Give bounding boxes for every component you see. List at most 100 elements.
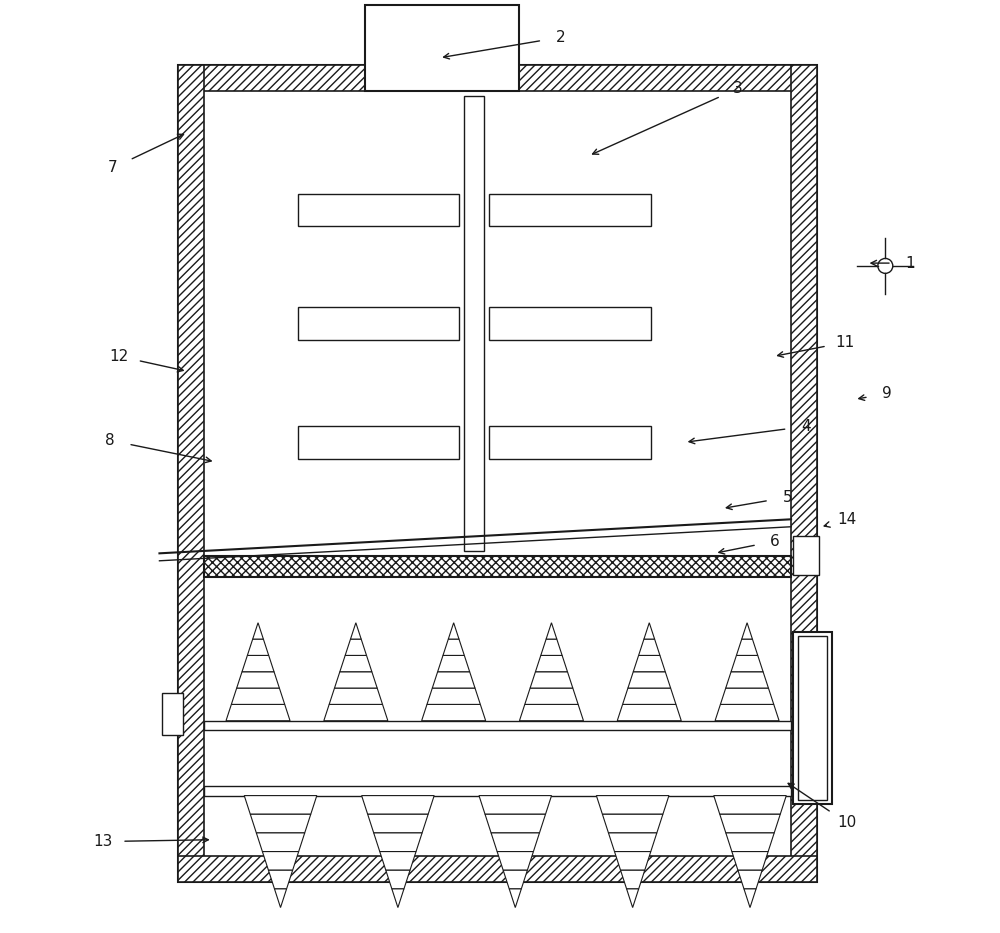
Polygon shape bbox=[262, 852, 299, 870]
Bar bbox=[489, 308, 651, 341]
Text: 8: 8 bbox=[105, 433, 115, 448]
Polygon shape bbox=[380, 852, 416, 870]
Polygon shape bbox=[422, 704, 486, 720]
Polygon shape bbox=[744, 889, 756, 908]
Polygon shape bbox=[340, 655, 372, 672]
Polygon shape bbox=[374, 833, 422, 852]
Text: 12: 12 bbox=[110, 349, 129, 364]
Polygon shape bbox=[392, 889, 404, 908]
Bar bbox=[464, 96, 484, 551]
Polygon shape bbox=[242, 655, 274, 672]
Polygon shape bbox=[386, 870, 410, 889]
Polygon shape bbox=[479, 796, 552, 815]
Text: 11: 11 bbox=[836, 335, 855, 350]
Bar bbox=[793, 632, 832, 804]
Bar bbox=[298, 425, 459, 458]
Polygon shape bbox=[497, 852, 533, 870]
Polygon shape bbox=[530, 672, 573, 688]
Polygon shape bbox=[608, 833, 657, 852]
Bar bbox=[489, 425, 651, 458]
Text: 13: 13 bbox=[94, 834, 113, 849]
Text: 3: 3 bbox=[733, 81, 743, 96]
Polygon shape bbox=[617, 704, 681, 720]
Text: 9: 9 bbox=[882, 386, 892, 401]
Polygon shape bbox=[335, 672, 377, 688]
Polygon shape bbox=[256, 833, 305, 852]
Bar bbox=[204, 556, 791, 577]
Text: 6: 6 bbox=[770, 534, 780, 549]
Bar bbox=[793, 536, 819, 575]
Bar bbox=[365, 5, 519, 91]
Text: 5: 5 bbox=[783, 490, 792, 505]
Polygon shape bbox=[443, 639, 464, 655]
Bar bbox=[178, 856, 817, 882]
Polygon shape bbox=[491, 833, 539, 852]
Polygon shape bbox=[546, 622, 557, 639]
Polygon shape bbox=[274, 889, 287, 908]
Text: 14: 14 bbox=[837, 512, 857, 527]
Polygon shape bbox=[448, 622, 459, 639]
Text: 1: 1 bbox=[906, 256, 915, 271]
Polygon shape bbox=[438, 655, 470, 672]
Bar bbox=[489, 194, 651, 227]
Polygon shape bbox=[519, 704, 583, 720]
Polygon shape bbox=[509, 889, 521, 908]
Polygon shape bbox=[726, 672, 768, 688]
Polygon shape bbox=[362, 796, 434, 815]
Polygon shape bbox=[621, 870, 645, 889]
Polygon shape bbox=[720, 815, 780, 833]
Polygon shape bbox=[732, 852, 768, 870]
Polygon shape bbox=[329, 688, 383, 704]
Polygon shape bbox=[633, 655, 665, 672]
Polygon shape bbox=[503, 870, 527, 889]
Polygon shape bbox=[715, 704, 779, 720]
Polygon shape bbox=[244, 796, 317, 815]
Polygon shape bbox=[247, 639, 269, 655]
Polygon shape bbox=[726, 833, 774, 852]
Bar bbox=[298, 308, 459, 341]
Polygon shape bbox=[615, 852, 651, 870]
Polygon shape bbox=[731, 655, 763, 672]
Polygon shape bbox=[720, 688, 774, 704]
Polygon shape bbox=[268, 870, 293, 889]
Bar bbox=[178, 65, 204, 882]
Polygon shape bbox=[368, 815, 428, 833]
Bar bbox=[298, 194, 459, 227]
Text: 7: 7 bbox=[108, 160, 118, 175]
Text: 2: 2 bbox=[556, 30, 565, 45]
Polygon shape bbox=[644, 622, 655, 639]
Polygon shape bbox=[226, 704, 290, 720]
Polygon shape bbox=[628, 672, 671, 688]
Polygon shape bbox=[432, 672, 475, 688]
Polygon shape bbox=[623, 688, 676, 704]
Polygon shape bbox=[525, 688, 578, 704]
Bar bbox=[178, 65, 817, 882]
Polygon shape bbox=[231, 688, 285, 704]
Polygon shape bbox=[714, 796, 786, 815]
Polygon shape bbox=[351, 622, 361, 639]
Polygon shape bbox=[602, 815, 663, 833]
Polygon shape bbox=[541, 639, 562, 655]
Bar bbox=[798, 636, 827, 800]
Bar bbox=[791, 65, 817, 882]
Polygon shape bbox=[627, 889, 639, 908]
Bar bbox=[162, 692, 183, 734]
Polygon shape bbox=[596, 796, 669, 815]
Polygon shape bbox=[736, 639, 758, 655]
Polygon shape bbox=[345, 639, 367, 655]
Polygon shape bbox=[738, 870, 762, 889]
Bar bbox=[204, 720, 791, 730]
Polygon shape bbox=[742, 622, 752, 639]
Bar bbox=[178, 65, 817, 91]
Polygon shape bbox=[427, 688, 480, 704]
Polygon shape bbox=[535, 655, 567, 672]
Polygon shape bbox=[250, 815, 311, 833]
Polygon shape bbox=[639, 639, 660, 655]
Polygon shape bbox=[324, 704, 388, 720]
Polygon shape bbox=[237, 672, 279, 688]
Bar bbox=[204, 787, 791, 796]
Text: 10: 10 bbox=[837, 815, 857, 830]
Polygon shape bbox=[253, 622, 263, 639]
Text: 4: 4 bbox=[801, 419, 811, 434]
Polygon shape bbox=[485, 815, 546, 833]
